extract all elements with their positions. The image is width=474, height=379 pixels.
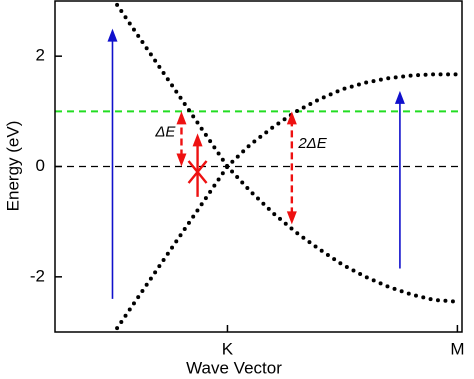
x-axis-label: Wave Vector xyxy=(186,358,282,377)
plot-frame xyxy=(54,0,463,333)
band-line xyxy=(115,72,460,331)
x-tick-label: M xyxy=(450,339,464,358)
y-tick-label: 2 xyxy=(36,46,45,65)
arrow-head xyxy=(192,133,203,147)
y-tick-label: -2 xyxy=(30,266,45,285)
annotation: ΔE xyxy=(154,123,176,140)
arrow-head xyxy=(176,111,187,125)
band-line xyxy=(115,2,460,304)
arrow-head xyxy=(394,90,405,104)
y-tick-label: 0 xyxy=(36,156,45,175)
annotation: 2ΔE xyxy=(297,135,327,152)
arrow-head xyxy=(286,211,297,225)
arrow-head xyxy=(107,28,118,42)
cross-mark xyxy=(187,160,208,184)
arrow-head xyxy=(176,153,187,167)
arrow-head xyxy=(286,111,297,125)
y-axis-label: Energy (eV) xyxy=(3,121,22,212)
x-tick-label: K xyxy=(222,339,234,358)
